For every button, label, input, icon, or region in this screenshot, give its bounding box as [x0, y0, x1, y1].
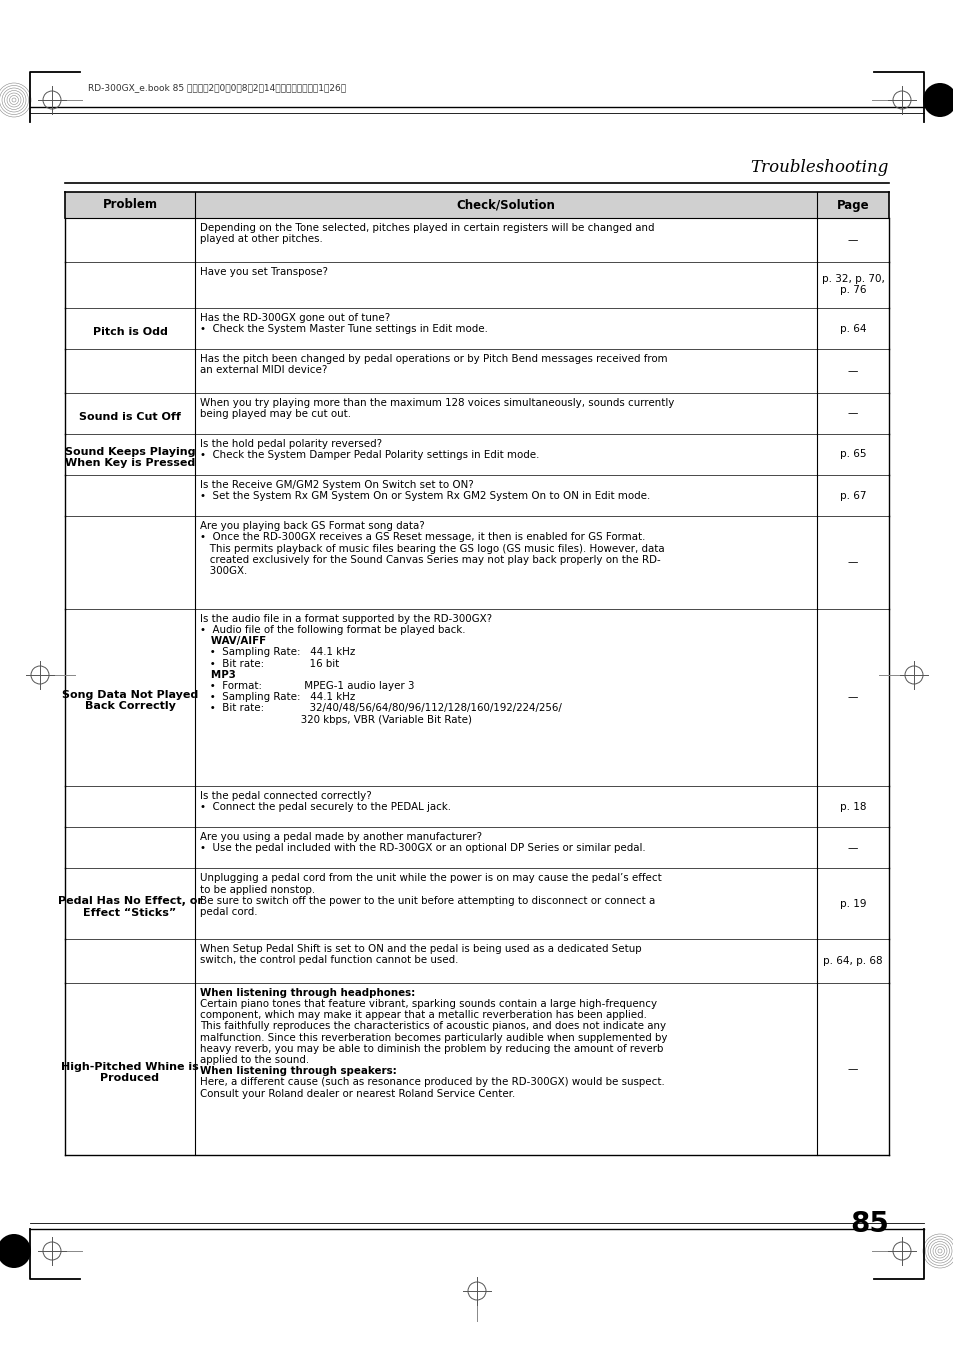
Text: p. 67: p. 67	[839, 490, 865, 501]
Text: Back Correctly: Back Correctly	[85, 701, 175, 712]
Text: —: —	[847, 1063, 858, 1074]
Text: p. 18: p. 18	[839, 801, 865, 812]
Text: Problem: Problem	[102, 199, 157, 212]
Text: Produced: Produced	[100, 1073, 159, 1084]
Circle shape	[0, 1233, 30, 1269]
Text: •  Bit rate:              16 bit: • Bit rate: 16 bit	[200, 658, 339, 669]
Text: heavy reverb, you may be able to diminish the problem by reducing the amount of : heavy reverb, you may be able to diminis…	[200, 1044, 662, 1054]
Text: Unplugging a pedal cord from the unit while the power is on may cause the pedal’: Unplugging a pedal cord from the unit wh…	[200, 873, 661, 884]
Text: Sound Keeps Playing: Sound Keeps Playing	[65, 447, 195, 457]
Text: Is the hold pedal polarity reversed?: Is the hold pedal polarity reversed?	[200, 439, 382, 449]
Text: p. 76: p. 76	[839, 285, 865, 296]
Text: Page: Page	[836, 199, 868, 212]
Text: When Setup Pedal Shift is set to ON and the pedal is being used as a dedicated S: When Setup Pedal Shift is set to ON and …	[200, 944, 641, 954]
Text: pedal cord.: pedal cord.	[200, 907, 257, 917]
Text: Pedal Has No Effect, or: Pedal Has No Effect, or	[57, 897, 202, 907]
Text: •  Audio file of the following format be played back.: • Audio file of the following format be …	[200, 626, 465, 635]
Text: —: —	[847, 843, 858, 852]
Text: Troubleshooting: Troubleshooting	[750, 159, 888, 176]
Text: This faithfully reproduces the characteristics of acoustic pianos, and does not : This faithfully reproduces the character…	[200, 1021, 665, 1031]
Text: •  Sampling Rate:   44.1 kHz: • Sampling Rate: 44.1 kHz	[200, 692, 355, 703]
Text: —: —	[847, 408, 858, 419]
Text: MP3: MP3	[200, 670, 235, 680]
Text: p. 32, p. 70,: p. 32, p. 70,	[821, 274, 883, 284]
Text: p. 65: p. 65	[839, 450, 865, 459]
Text: to be applied nonstop.: to be applied nonstop.	[200, 885, 314, 894]
Text: Is the Receive GM/GM2 System On Switch set to ON?: Is the Receive GM/GM2 System On Switch s…	[200, 480, 474, 490]
Text: —: —	[847, 693, 858, 703]
Text: Has the pitch been changed by pedal operations or by Pitch Bend messages receive: Has the pitch been changed by pedal oper…	[200, 354, 667, 365]
Text: WAV/AIFF: WAV/AIFF	[200, 636, 266, 646]
Text: component, which may make it appear that a metallic reverberation has been appli: component, which may make it appear that…	[200, 1011, 646, 1020]
Text: Is the pedal connected correctly?: Is the pedal connected correctly?	[200, 792, 372, 801]
Text: —: —	[847, 558, 858, 567]
Text: Song Data Not Played: Song Data Not Played	[62, 690, 198, 700]
Text: Are you playing back GS Format song data?: Are you playing back GS Format song data…	[200, 521, 424, 531]
Text: —: —	[847, 235, 858, 245]
Text: 300GX.: 300GX.	[200, 566, 247, 576]
Text: •  Once the RD-300GX receives a GS Reset message, it then is enabled for GS Form: • Once the RD-300GX receives a GS Reset …	[200, 532, 644, 542]
Text: •  Use the pedal included with the RD-300GX or an optional DP Series or similar : • Use the pedal included with the RD-300…	[200, 843, 645, 854]
Text: When listening through speakers:: When listening through speakers:	[200, 1066, 396, 1077]
Text: •  Connect the pedal securely to the PEDAL jack.: • Connect the pedal securely to the PEDA…	[200, 802, 451, 812]
Text: Have you set Transpose?: Have you set Transpose?	[200, 266, 328, 277]
Text: created exclusively for the Sound Canvas Series may not play back properly on th: created exclusively for the Sound Canvas…	[200, 555, 660, 565]
Text: p. 19: p. 19	[839, 898, 865, 909]
Text: Effect “Sticks”: Effect “Sticks”	[83, 908, 176, 917]
Bar	[65, 192, 888, 218]
Text: Check/Solution: Check/Solution	[456, 199, 555, 212]
Text: switch, the control pedal function cannot be used.: switch, the control pedal function canno…	[200, 955, 457, 965]
Text: an external MIDI device?: an external MIDI device?	[200, 365, 327, 376]
Circle shape	[923, 82, 953, 118]
Text: Are you using a pedal made by another manufacturer?: Are you using a pedal made by another ma…	[200, 832, 481, 842]
Text: applied to the sound.: applied to the sound.	[200, 1055, 309, 1065]
Text: •  Bit rate:              32/40/48/56/64/80/96/112/128/160/192/224/256/: • Bit rate: 32/40/48/56/64/80/96/112/128…	[200, 704, 561, 713]
Text: —: —	[847, 366, 858, 376]
Text: When you try playing more than the maximum 128 voices simultaneously, sounds cur: When you try playing more than the maxim…	[200, 397, 674, 408]
Text: Depending on the Tone selected, pitches played in certain registers will be chan: Depending on the Tone selected, pitches …	[200, 223, 654, 232]
Text: p. 64, p. 68: p. 64, p. 68	[822, 957, 882, 966]
Text: being played may be cut out.: being played may be cut out.	[200, 409, 351, 419]
Text: Is the audio file in a format supported by the RD-300GX?: Is the audio file in a format supported …	[200, 613, 492, 624]
Text: 320 kbps, VBR (Variable Bit Rate): 320 kbps, VBR (Variable Bit Rate)	[200, 715, 472, 724]
Text: Sound is Cut Off: Sound is Cut Off	[79, 412, 181, 422]
Text: •  Format:             MPEG-1 audio layer 3: • Format: MPEG-1 audio layer 3	[200, 681, 414, 690]
Text: •  Check the System Damper Pedal Polarity settings in Edit mode.: • Check the System Damper Pedal Polarity…	[200, 450, 538, 461]
Text: Pitch is Odd: Pitch is Odd	[92, 327, 168, 336]
Text: •  Sampling Rate:   44.1 kHz: • Sampling Rate: 44.1 kHz	[200, 647, 355, 658]
Text: Has the RD-300GX gone out of tune?: Has the RD-300GX gone out of tune?	[200, 313, 390, 323]
Text: 85: 85	[849, 1210, 888, 1238]
Text: •  Check the System Master Tune settings in Edit mode.: • Check the System Master Tune settings …	[200, 324, 487, 334]
Text: Certain piano tones that feature vibrant, sparking sounds contain a large high-f: Certain piano tones that feature vibrant…	[200, 998, 657, 1009]
Text: •  Set the System Rx GM System On or System Rx GM2 System On to ON in Edit mode.: • Set the System Rx GM System On or Syst…	[200, 492, 650, 501]
Text: Here, a different cause (such as resonance produced by the RD-300GX) would be su: Here, a different cause (such as resonan…	[200, 1077, 664, 1088]
Text: played at other pitches.: played at other pitches.	[200, 234, 322, 245]
Text: RD-300GX_e.book 85 ページ　2　0　0　8年2月14日　木曜日　午後1時26分: RD-300GX_e.book 85 ページ 2 0 0 8年2月14日 木曜日…	[88, 84, 346, 92]
Text: High-Pitched Whine is: High-Pitched Whine is	[61, 1062, 198, 1071]
Text: Be sure to switch off the power to the unit before attempting to disconnect or c: Be sure to switch off the power to the u…	[200, 896, 655, 905]
Text: malfunction. Since this reverberation becomes particularly audible when suppleme: malfunction. Since this reverberation be…	[200, 1032, 667, 1043]
Text: When listening through headphones:: When listening through headphones:	[200, 988, 415, 998]
Text: Consult your Roland dealer or nearest Roland Service Center.: Consult your Roland dealer or nearest Ro…	[200, 1089, 515, 1098]
Text: When Key is Pressed: When Key is Pressed	[65, 458, 195, 469]
Text: p. 64: p. 64	[839, 323, 865, 334]
Text: This permits playback of music files bearing the GS logo (GS music files). Howev: This permits playback of music files bea…	[200, 543, 664, 554]
